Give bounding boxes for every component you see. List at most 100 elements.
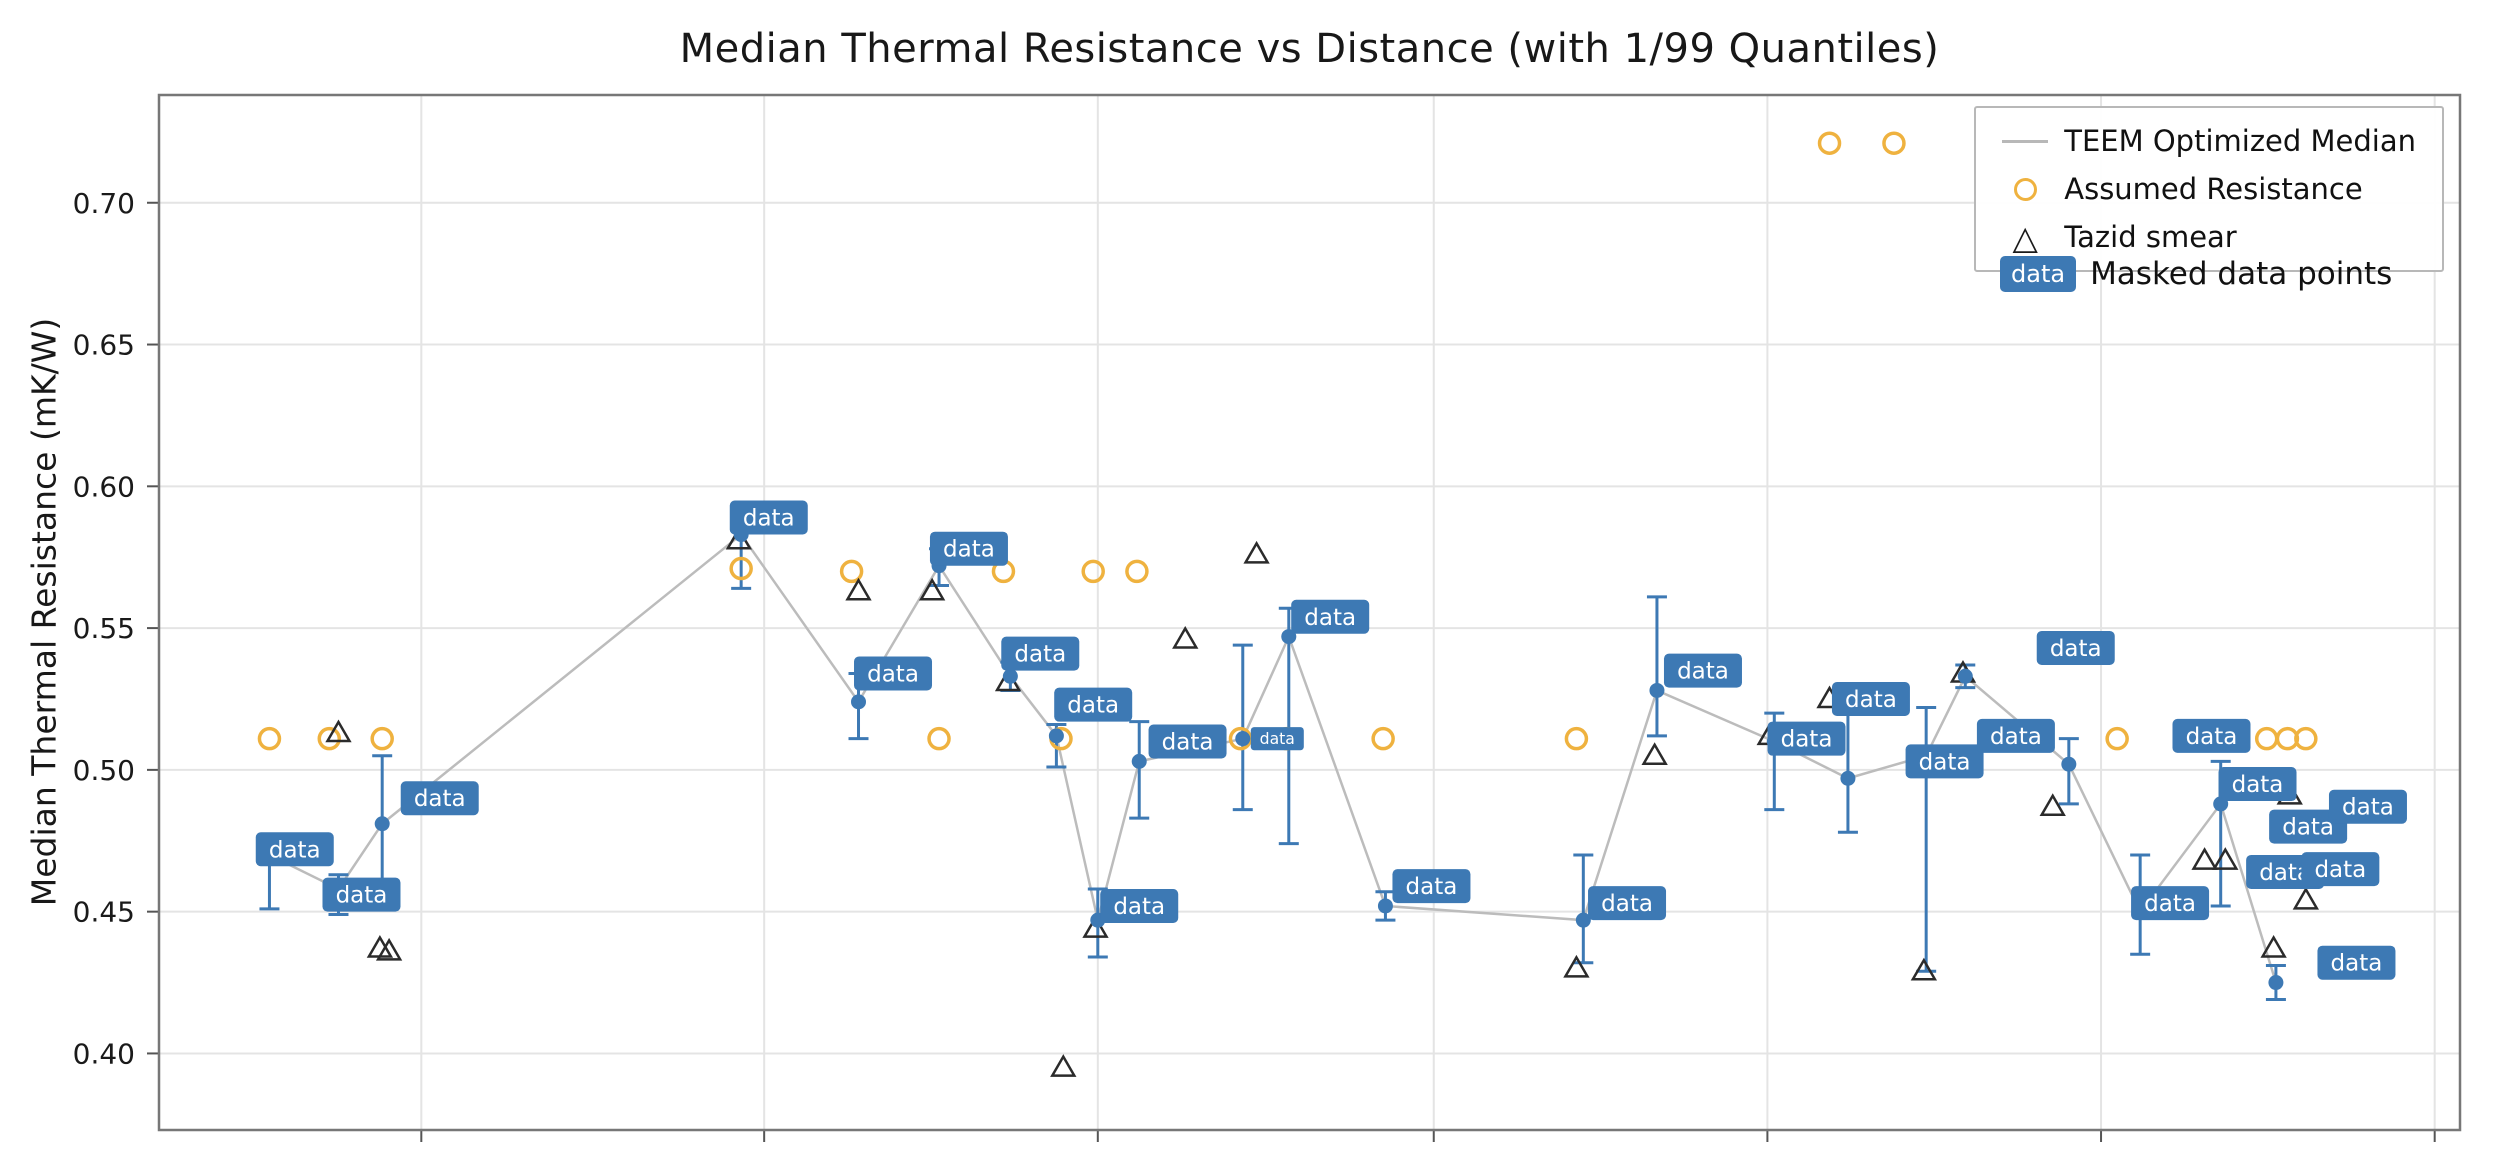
tazid-smear-marker [1172,625,1199,649]
median-point [1235,731,1251,747]
masked-data-point-badge [1905,744,1984,779]
line-marker-icon [1996,139,2054,143]
masked-data-point-badge-text: data [1406,874,1458,900]
tazid-smear-marker [2212,847,2239,870]
masked-data-point-badge [2131,886,2210,921]
assumed-resistance-marker [927,726,951,751]
masked-data-point-badge [2317,945,2396,980]
plot-border [157,93,2462,1132]
masked-data-point-badge [1392,869,1471,904]
median-point [1131,753,1147,769]
assumed-resistance-marker [1125,559,1149,584]
tazid-smear-marker [2260,935,2287,958]
tazid-smear-marker [366,935,394,958]
tazid-smear-marker [918,577,946,601]
median-point [851,694,867,710]
tazid-smear-marker [325,719,352,743]
masked-data-point-badge-text: data [2282,815,2334,841]
masked-data-point-badge [1054,687,1133,722]
masked-data-point-badge-text: data [1919,749,1971,775]
masked-data-point-badge [1250,727,1304,751]
assumed-resistance-marker [257,726,282,751]
masked-data-point-badge-text: data [743,506,795,532]
assumed-resistance-marker [1228,726,1253,751]
tazid-smear-marker [1050,1054,1077,1077]
tazid-smear-marker [2039,793,2066,816]
masked-data-point-badge-text: data [1067,693,1119,719]
masked-data-point-badge-text: data [2314,857,2366,883]
masked-data-point-badge-text: data [269,837,321,863]
assumed-resistance-marker [1817,131,1842,155]
assumed-resistance-marker [1371,726,1395,751]
assumed-resistance-marker [317,726,342,751]
assumed-resistance-marker [1564,726,1589,751]
assumed-resistance-marker [1882,131,1906,155]
masked-data-point-badge [2301,852,2380,887]
median-point [1377,898,1393,914]
masked-data-label: Masked data points [2090,256,2393,292]
assumed-resistance-marker [2254,726,2279,751]
masked-data-point-badge-text: data [414,786,466,812]
median-point [1575,912,1591,928]
median-point [1957,668,1973,684]
masked-data-point-badge [729,500,808,535]
masked-data-point-badge [1588,886,1667,921]
masked-data-point-badge-text: data [2144,891,2196,917]
tazid-smear-marker [1243,540,1270,564]
masked-data-point-badge-text: data [1845,687,1897,713]
masked-data-point-badge-text: data [867,661,919,687]
median-point [374,816,390,832]
masked-data-point-badge-text: data [1990,724,2042,750]
masked-data-point-badge-text: data [2232,772,2284,798]
median-point [1002,668,1018,684]
legend: TEEM Optimized Median Assumed Resistance… [1974,106,2444,272]
masked-data-point-badge [1831,681,1910,716]
open-circle-marker-icon [1996,177,2054,201]
masked-data-point-badge [1001,636,1080,671]
masked-data-point-badge-text: data [1304,605,1356,631]
tazid-smear-marker [1641,742,1668,765]
y-tick-label: 0.60 [73,470,135,503]
median-point [1649,682,1665,698]
masked-data-point-badge-text: data [2186,724,2238,750]
masked-data-point-badge-text: data [1014,642,1066,668]
masked-data-point-badge-text: data [2050,636,2102,662]
masked-data-point-badge-text: data [1601,891,1653,917]
assumed-resistance-marker [2294,726,2318,751]
median-point [1281,629,1297,645]
tazid-smear-marker [1082,915,1109,938]
masked-data-point-badge-text: data [336,883,388,909]
legend-label-tazid: Tazid smear [2064,220,2237,254]
masked-data-point-badge [854,656,933,691]
legend-item-assumed: Assumed Resistance [1996,172,2416,206]
assumed-resistance-marker [839,559,864,584]
masked-data-point-badge-text: data [1162,730,1214,756]
tazid-smear-marker [845,577,872,601]
tazid-smear-marker [375,937,403,961]
masked-data-point-badge-text: data [1781,727,1833,753]
masked-data-point-badge-text: data [1677,659,1729,685]
legend-label-assumed: Assumed Resistance [2064,172,2363,206]
legend-item-tazid: △ Tazid smear [1996,220,2416,254]
legend-label-median: TEEM Optimized Median [2064,124,2416,158]
masked-data-point-badge [1148,724,1227,759]
masked-data-point-badge [322,877,401,912]
y-tick-label: 0.40 [73,1037,135,1070]
tazid-smear-marker [2191,847,2218,870]
masked-data-point-badge [1663,653,1742,688]
legend-item-median: TEEM Optimized Median [1996,124,2416,158]
y-tick-label: 0.45 [73,896,135,929]
masked-data-point-badge [929,531,1008,566]
masked-data-point-badge-text: data [1260,729,1295,748]
masked-data-point-badge [255,832,334,867]
median-point [2268,975,2284,991]
tazid-smear-marker [1910,957,1938,981]
assumed-resistance-marker [729,556,753,581]
y-tick-label: 0.50 [73,754,135,787]
median-point [1048,728,1064,744]
tazid-smear-marker [2292,886,2319,910]
tazid-smear-marker [1563,954,1590,978]
assumed-resistance-marker [2105,726,2129,751]
